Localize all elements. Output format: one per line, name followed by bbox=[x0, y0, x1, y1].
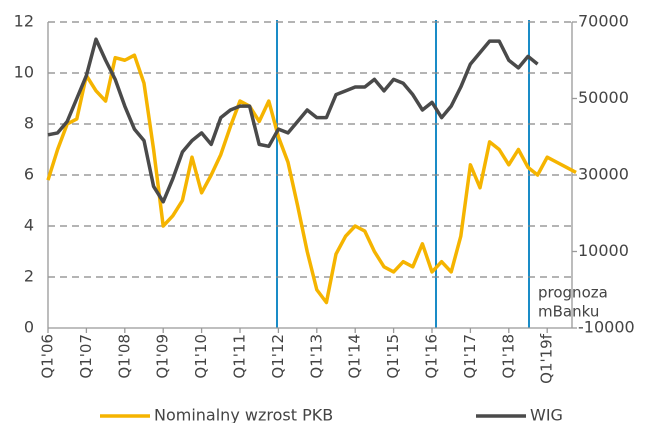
y2-tick-label: 70000 bbox=[578, 12, 629, 31]
x-tick-label: Q1'19f bbox=[538, 333, 556, 384]
y-tick-label: 10 bbox=[14, 63, 34, 82]
x-tick-label: Q1'10 bbox=[192, 334, 210, 379]
x-tick-label: Q1'11 bbox=[231, 334, 249, 379]
series-line bbox=[46, 53, 577, 305]
annotation: prognoza bbox=[538, 284, 608, 302]
y-tick-label: 8 bbox=[24, 114, 34, 133]
y-tick-label: 2 bbox=[24, 267, 34, 286]
legend-label: WIG bbox=[530, 406, 563, 423]
legend-label: Nominalny wzrost PKB bbox=[154, 406, 333, 423]
x-tick-label: Q1'17 bbox=[461, 334, 479, 379]
x-tick-label: Q1'15 bbox=[384, 334, 402, 379]
x-tick-label: Q1'06 bbox=[39, 334, 57, 379]
y-tick-label: 12 bbox=[14, 12, 34, 31]
x-tick-label: Q1'13 bbox=[307, 334, 325, 379]
series-line bbox=[47, 37, 539, 204]
x-tick-label: Q1'16 bbox=[423, 334, 441, 379]
y-tick-label: 6 bbox=[24, 165, 34, 184]
y2-tick-label: 50000 bbox=[578, 88, 629, 107]
x-tick-label: Q1'08 bbox=[115, 334, 133, 379]
annotation: mBanku bbox=[538, 303, 599, 321]
x-tick-label: Q1'12 bbox=[269, 334, 287, 379]
y2-tick-label: 30000 bbox=[578, 165, 629, 184]
x-tick-label: Q1'09 bbox=[154, 334, 172, 379]
x-tick-label: Q1'18 bbox=[499, 334, 517, 379]
y2-tick-label: 10000 bbox=[578, 241, 629, 260]
y2-tick-label: -10000 bbox=[578, 318, 635, 337]
x-tick-label: Q1'07 bbox=[77, 334, 95, 379]
y-tick-label: 0 bbox=[24, 318, 34, 337]
y-tick-label: 4 bbox=[24, 216, 34, 235]
x-tick-label: Q1'14 bbox=[346, 334, 364, 379]
